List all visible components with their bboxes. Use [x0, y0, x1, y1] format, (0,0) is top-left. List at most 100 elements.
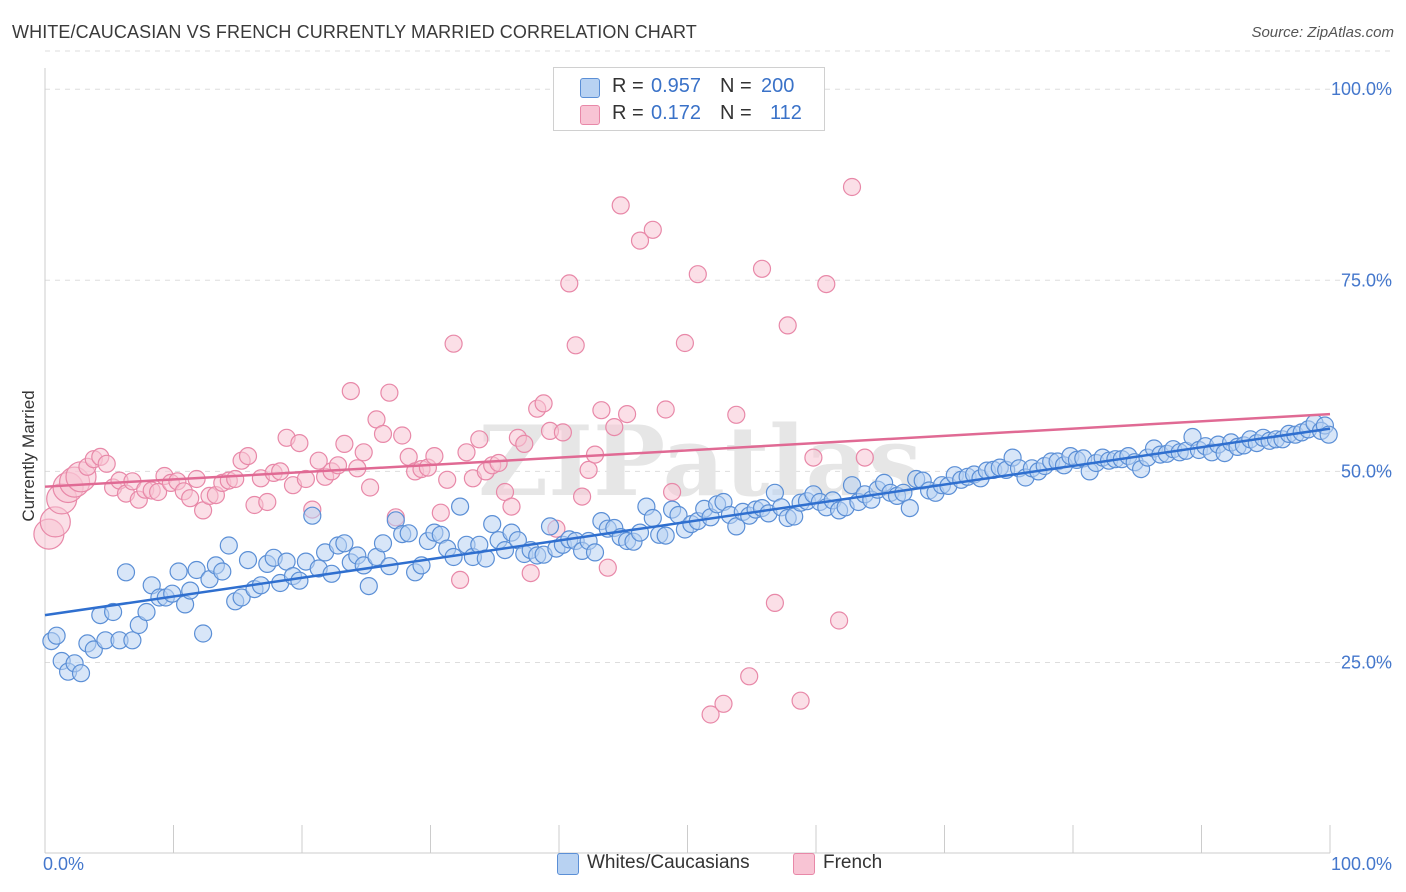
white-caucasian-point	[656, 526, 675, 545]
y-tick-label: 50.0%	[1341, 461, 1392, 481]
french-point	[630, 231, 650, 250]
french-point	[579, 460, 598, 479]
legend-r-label: R =	[612, 75, 644, 97]
french-point	[373, 424, 393, 443]
white-caucasian-point	[194, 624, 213, 643]
french-point	[451, 570, 470, 590]
white-caucasian-point	[103, 602, 123, 622]
french-point	[361, 478, 380, 497]
french-point	[662, 482, 682, 502]
white-caucasian-point	[181, 581, 200, 600]
french-point	[605, 418, 624, 437]
white-caucasian-point	[399, 524, 418, 543]
white-caucasian-point	[213, 562, 232, 581]
white-caucasian-point	[303, 506, 322, 525]
chart-source: Source: ZipAtlas.com	[1251, 24, 1394, 41]
french-point	[566, 336, 585, 355]
french-point	[855, 448, 874, 467]
french-point	[656, 400, 675, 419]
white-caucasian-point	[585, 543, 605, 562]
chart-title: WHITE/CAUCASIAN VS FRENCH CURRENTLY MARR…	[12, 22, 697, 42]
white-caucasian-point	[290, 571, 309, 590]
white-caucasian-point	[123, 631, 142, 650]
legend-label-whites: Whites/Caucasians	[587, 852, 750, 873]
legend-n-value: 112	[770, 102, 802, 124]
legend-r-label: R =	[612, 102, 644, 124]
french-point	[258, 492, 277, 512]
legend-n-value: 200	[761, 75, 795, 97]
french-point	[271, 462, 290, 481]
white-caucasian-point	[71, 664, 91, 683]
x-tick-label: 100.0%	[1331, 854, 1392, 874]
white-caucasian-trend-line	[44, 427, 1331, 617]
legend-row-whites: R = 0.957 N = 200	[554, 75, 824, 101]
pink-swatch-icon	[793, 853, 815, 875]
french-point	[341, 382, 360, 401]
white-caucasian-point	[238, 550, 258, 570]
french-point	[675, 333, 695, 353]
french-point	[335, 434, 354, 453]
french-trend-line	[44, 412, 1331, 488]
white-caucasian-point	[483, 514, 502, 534]
white-caucasian-point	[359, 576, 378, 596]
french-point	[97, 454, 116, 473]
french-point	[457, 443, 476, 462]
french-point	[804, 448, 823, 467]
french-point	[393, 426, 412, 445]
y-tick-label: 100.0%	[1331, 79, 1392, 99]
white-caucasian-point	[219, 536, 238, 555]
french-point	[553, 423, 573, 442]
white-caucasian-point	[643, 508, 662, 528]
french-point	[740, 667, 759, 686]
french-point	[817, 275, 836, 294]
y-tick-label: 25.0%	[1341, 653, 1392, 673]
white-caucasian-point	[116, 563, 136, 582]
french-point	[752, 259, 772, 278]
axes-layer	[44, 68, 1331, 854]
white-caucasian-point	[540, 517, 560, 536]
white-caucasian-point	[894, 483, 913, 502]
white-caucasian-point	[451, 497, 470, 516]
french-point	[714, 694, 733, 713]
french-point	[617, 405, 637, 424]
x-tick-label: 0.0%	[43, 854, 84, 874]
legend-r-value: 0.172	[651, 102, 702, 124]
french-point	[444, 334, 463, 353]
french-point	[290, 434, 309, 453]
legend-n-label: N =	[720, 75, 752, 97]
pink-swatch-icon	[580, 105, 600, 125]
french-point	[380, 383, 399, 402]
french-point	[515, 434, 534, 453]
french-point	[309, 451, 328, 470]
french-point	[489, 453, 508, 473]
blue-swatch-icon	[557, 853, 579, 875]
french-point	[354, 443, 373, 462]
white-caucasian-point	[232, 588, 251, 607]
correlation-legend: R = 0.957 N = 200 R = 0.172 N = 112	[553, 67, 825, 131]
white-caucasian-point	[900, 499, 919, 518]
french-point	[431, 503, 450, 522]
french-point	[226, 469, 245, 489]
french-point	[611, 196, 630, 215]
white-caucasian-point	[169, 562, 188, 581]
french-point	[149, 482, 168, 502]
french-point	[572, 487, 592, 506]
french-point	[791, 691, 810, 710]
french-point	[829, 611, 849, 630]
y-tick-label: 75.0%	[1341, 270, 1392, 290]
white-caucasian-point	[335, 534, 354, 553]
white-caucasian-point	[137, 602, 156, 622]
french-point	[296, 469, 315, 489]
legend-label-french: French	[823, 852, 883, 873]
french-point	[688, 265, 707, 284]
french-point	[181, 489, 200, 508]
french-point	[238, 447, 258, 466]
french-point	[560, 274, 579, 293]
grid-layer	[45, 50, 1392, 663]
french-point	[842, 177, 862, 197]
french-point	[521, 563, 540, 583]
french-point	[765, 593, 785, 613]
white-caucasian-point	[373, 534, 393, 553]
white-caucasian-point	[187, 560, 206, 580]
french-point	[502, 497, 521, 516]
